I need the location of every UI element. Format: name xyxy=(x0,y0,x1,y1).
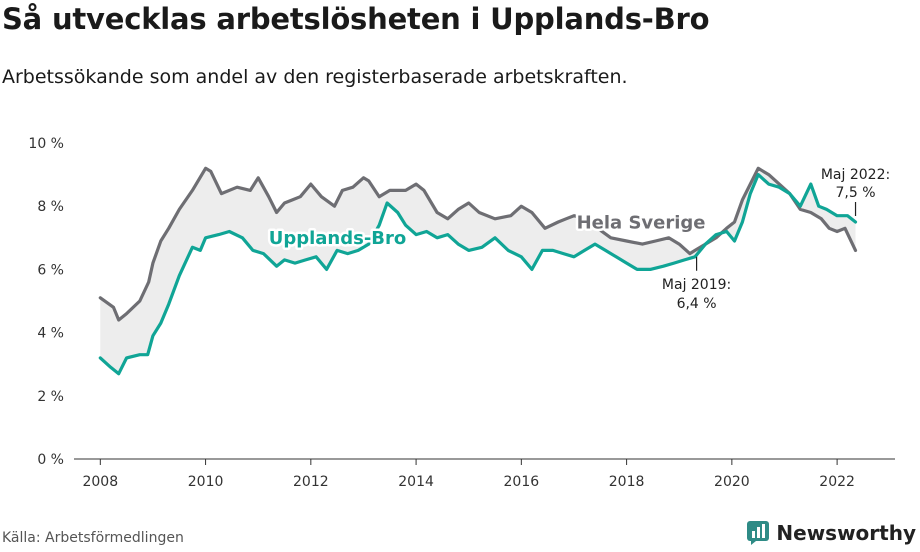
chart-subtitle: Arbetssökande som andel av den registerb… xyxy=(2,66,628,88)
x-tick-label: 2022 xyxy=(819,474,855,490)
x-tick-label: 2010 xyxy=(188,474,224,490)
series-lines xyxy=(98,166,858,376)
x-tick-label: 2020 xyxy=(714,474,750,490)
y-tick-label: 4 % xyxy=(37,326,64,342)
x-tick-label: 2018 xyxy=(609,474,645,490)
label-hela-sverige: Hela Sverige xyxy=(577,212,706,233)
annotation-2019-value: 6,4 % xyxy=(677,296,717,312)
y-tick-label: 0 % xyxy=(37,452,64,468)
y-tick-label: 8 % xyxy=(37,199,64,215)
x-tick-label: 2014 xyxy=(398,474,434,490)
annotation-2022-value: 7,5 % xyxy=(836,185,876,201)
newsworthy-logo-icon xyxy=(747,521,770,545)
gap-area xyxy=(100,168,856,374)
x-tick-label: 2016 xyxy=(504,474,540,490)
chart-title: Så utvecklas arbetslösheten i Upplands-B… xyxy=(2,2,710,36)
series-labels: Upplands-Bro Hela Sverige xyxy=(266,210,708,252)
label-upplands-bro: Upplands-Bro xyxy=(269,228,407,249)
y-tick-label: 6 % xyxy=(37,262,64,278)
brand-logo: Newsworthy xyxy=(746,520,916,546)
x-tick-label: 2012 xyxy=(293,474,329,490)
annotation-2022-label: Maj 2022: xyxy=(821,167,890,183)
brand-name: Newsworthy xyxy=(776,521,916,545)
difference-fill xyxy=(100,168,856,374)
series-line-hela-sverige xyxy=(98,166,858,322)
y-tick-label: 10 % xyxy=(28,136,64,152)
x-tick-label: 2008 xyxy=(82,474,118,490)
annotation-2019-label: Maj 2019: xyxy=(662,277,731,293)
y-tick-label: 2 % xyxy=(37,389,64,405)
annotations: Maj 2019: 6,4 % Maj 2022: 7,5 % xyxy=(662,167,890,312)
series-line-upplands-bro xyxy=(98,173,858,376)
axes: 2008 2010 2012 2014 2016 2018 2020 2022 0 % 2 % 4 … xyxy=(28,136,895,490)
source-note: Källa: Arbetsförmedlingen xyxy=(2,530,184,546)
